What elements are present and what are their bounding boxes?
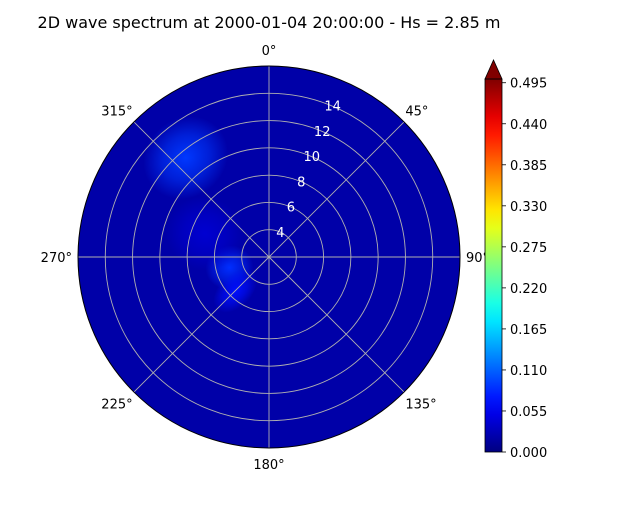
angular-tick-label: 270° — [41, 251, 72, 266]
angular-tick-label: 180° — [253, 458, 284, 473]
angular-tick-label: 0° — [262, 44, 277, 59]
colorbar-tick-label: 0.110 — [510, 364, 547, 379]
angular-tick-label: 90° — [466, 251, 489, 266]
colorbar-tick-label: 0.495 — [510, 77, 547, 92]
colorbar-tick-label: 0.000 — [510, 446, 547, 461]
polar-grid — [77, 65, 461, 449]
angular-tick-labels: 0° 45° 90° 135° 180° 225° 270° 315° — [41, 44, 489, 473]
radial-tick-label: 12 — [314, 125, 331, 140]
colorbar-tick-label: 0.275 — [510, 241, 547, 256]
angular-grid-line — [268, 256, 405, 393]
radial-tick-label: 6 — [287, 201, 295, 216]
colorbar-tick-label: 0.055 — [510, 405, 547, 420]
colorbar-tick-label: 0.385 — [510, 159, 547, 174]
radial-tick-labels: 468 10 12 14 — [276, 100, 341, 241]
colorbar-tick-label: 0.165 — [510, 323, 547, 338]
radial-tick-label: 14 — [324, 100, 341, 115]
angular-grid-line — [133, 121, 270, 258]
angular-tick-label: 225° — [101, 397, 132, 412]
polar-frame — [77, 65, 461, 449]
colorbar-tick-label: 0.220 — [510, 282, 547, 297]
colorbar-gradient — [485, 79, 502, 452]
colorbar: 0.000 0.055 0.110 0.165 0.220 0.275 0.330 0.385… — [484, 59, 547, 461]
chart-title: 2D wave spectrum at 2000-01-04 20:00:00 … — [37, 13, 501, 32]
angular-tick-label: 45° — [405, 105, 428, 120]
angular-grid-line — [133, 256, 270, 393]
angular-tick-label: 135° — [405, 397, 436, 412]
energy-peak — [143, 116, 229, 200]
colorbar-outline — [484, 78, 503, 453]
energy-peak — [165, 196, 244, 271]
radial-tick-label: 8 — [297, 175, 305, 190]
radial-tick-label: 4 — [276, 226, 284, 241]
angular-grid-line — [268, 121, 405, 258]
colorbar-extend-arrow — [484, 59, 503, 80]
colorbar-tick-label: 0.440 — [510, 118, 547, 133]
angular-tick-label: 315° — [101, 105, 132, 120]
radial-tick-label: 10 — [303, 150, 320, 165]
colorbar-tick-label: 0.330 — [510, 200, 547, 215]
